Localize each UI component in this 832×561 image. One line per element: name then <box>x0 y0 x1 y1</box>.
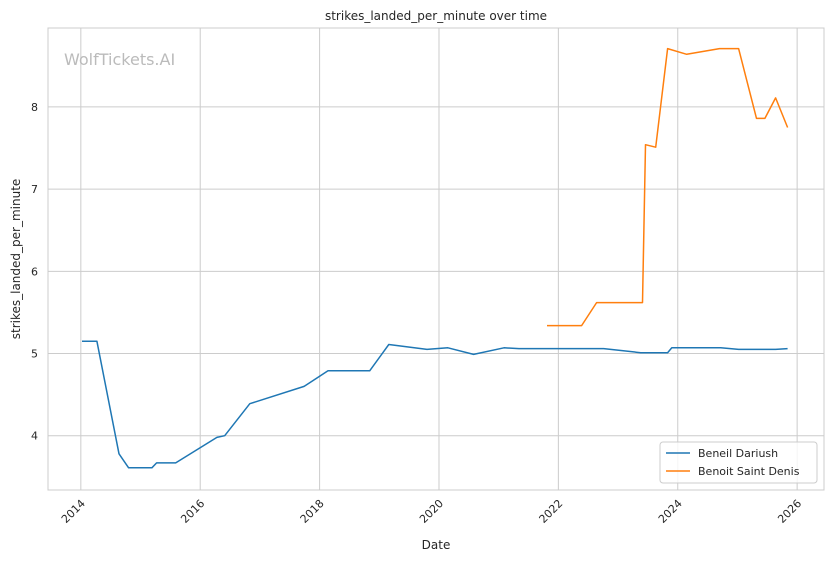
legend-label-beneil-dariush: Beneil Dariush <box>698 447 778 460</box>
y-tick-label: 7 <box>31 183 38 196</box>
x-tick-label: 2014 <box>59 497 88 526</box>
legend-box <box>659 441 818 484</box>
grid <box>48 28 824 490</box>
y-tick-label: 4 <box>31 430 38 443</box>
x-tick-label: 2020 <box>417 497 446 526</box>
x-axis-label: Date <box>422 538 451 552</box>
y-tick-label: 5 <box>31 348 38 361</box>
legend: Beneil Dariush Benoit Saint Denis <box>659 441 818 484</box>
x-tick-label: 2026 <box>775 497 804 526</box>
y-tick-label: 8 <box>31 101 38 114</box>
y-axis-ticks: 4 5 6 7 8 <box>31 101 38 443</box>
watermark: WolfTickets.AI <box>64 50 175 69</box>
x-axis-ticks: 2014 2016 2018 2020 2022 2024 2026 <box>59 497 804 526</box>
series-lines <box>82 47 789 469</box>
x-tick-label: 2016 <box>178 497 207 526</box>
series-line-beneil-dariush <box>82 340 788 469</box>
y-tick-label: 6 <box>31 265 38 278</box>
y-axis-label: strikes_landed_per_minute <box>9 179 23 340</box>
series-line-benoit-saint-denis <box>547 47 789 327</box>
plot-frame <box>47 27 825 491</box>
chart-title: strikes_landed_per_minute over time <box>325 9 547 23</box>
legend-label-benoit-saint-denis: Benoit Saint Denis <box>698 465 800 478</box>
x-tick-label: 2024 <box>656 497 685 526</box>
x-tick-label: 2018 <box>298 497 327 526</box>
x-tick-label: 2022 <box>536 497 565 526</box>
